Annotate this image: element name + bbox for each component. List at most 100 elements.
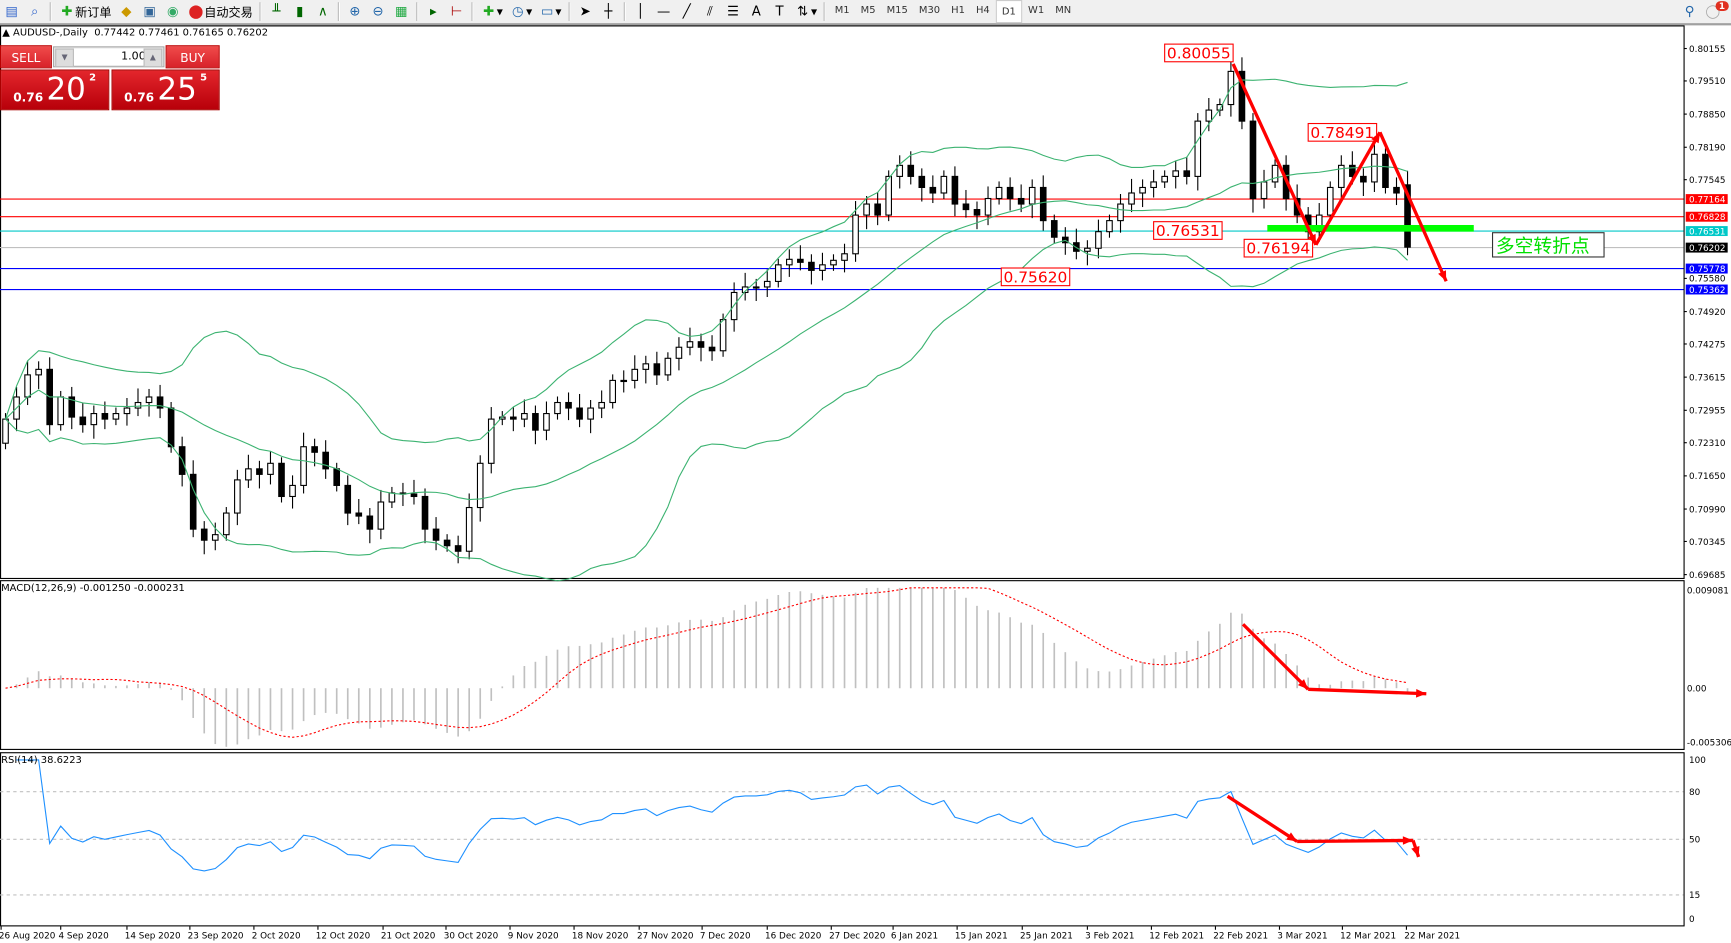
timeframe-m30[interactable]: M30 [918, 4, 941, 16]
timeframe-mn[interactable]: MN [1055, 4, 1072, 16]
metaeditor-icon[interactable]: ◆ [121, 3, 132, 19]
bear-candle [355, 512, 363, 517]
bar-chart-icon[interactable]: ╨ [272, 3, 281, 19]
buy-price-box[interactable]: 0.76 25 5 [111, 69, 220, 111]
price-level-tag [1685, 242, 1728, 253]
price-axis-label: 0.72310 [1689, 439, 1726, 449]
timeframe-m15[interactable]: M15 [886, 4, 908, 16]
new-chart-icon[interactable]: ▤ [5, 3, 18, 19]
date-axis-label: 3 Feb 2021 [1085, 932, 1134, 942]
price-axis-label: 0.72955 [1689, 407, 1725, 417]
bear-candle [1249, 120, 1257, 200]
terminal-icon[interactable]: ▣ [143, 3, 156, 19]
rsi-line [16, 759, 1408, 872]
bull-candle [1150, 181, 1157, 189]
auto-trading-button[interactable]: ⬤ 自动交易 [184, 1, 256, 22]
line-chart-icon[interactable]: ∧ [318, 3, 328, 19]
timeframe-h1[interactable]: H1 [951, 4, 965, 16]
autoscroll-icon[interactable]: ▸ [429, 3, 437, 19]
bull-candle [719, 319, 727, 352]
lot-input[interactable] [73, 48, 150, 66]
new-order-label: 新订单 [75, 4, 112, 20]
timeframe-d1[interactable]: D1 [995, 0, 1023, 24]
bear-candle [962, 203, 970, 211]
bull-candle [598, 401, 605, 409]
price-level-label: 0.75778 [1689, 265, 1725, 275]
cursor-icon[interactable]: ➤ [579, 3, 591, 19]
bull-candle [377, 501, 385, 530]
macd-axis-label: 0.009081 [1687, 586, 1729, 596]
bear-candle [79, 416, 87, 426]
macd-arrow-2 [1308, 687, 1427, 696]
sell-price-box[interactable]: 0.76 20 2 [0, 69, 110, 111]
trendline-icon[interactable]: ╱ [682, 3, 691, 19]
notifications-button[interactable]: ◯ 1 [1701, 1, 1729, 22]
lot-increase-button[interactable]: ▲ [143, 48, 163, 68]
price-axis-label: 0.78850 [1689, 110, 1726, 120]
bull-candle [819, 264, 826, 271]
bull-candle [885, 175, 892, 216]
date-axis-label: 12 Feb 2021 [1149, 932, 1204, 942]
vertical-line-icon[interactable]: │ [636, 3, 645, 19]
zoom-out-icon[interactable]: ⊖ [372, 3, 384, 19]
arrows-icon[interactable]: ⇅ ▾ [797, 3, 818, 19]
timeframe-h4[interactable]: H4 [975, 4, 990, 16]
lot-decrease-button[interactable]: ▼ [55, 48, 74, 68]
search-icon[interactable]: ⚲ [1684, 3, 1695, 19]
bull-candle [1117, 203, 1124, 222]
lot-stepper: ▼ ▲ [52, 46, 165, 68]
timeframe-w1[interactable]: W1 [1028, 4, 1045, 16]
text-label-icon[interactable]: T [775, 3, 784, 19]
buy-button[interactable]: BUY [165, 45, 220, 69]
new-order-button[interactable]: ✚ 新订单 [55, 1, 115, 22]
macd-arrow-2-head [1415, 689, 1427, 698]
bear-candle [256, 468, 263, 475]
rsi-arrow-2 [1297, 838, 1414, 844]
timeframe-m5[interactable]: M5 [860, 4, 876, 16]
bull-candle [222, 512, 230, 536]
bear-candle [443, 539, 451, 547]
bear-candle [532, 413, 539, 431]
text-icon[interactable]: A [751, 3, 761, 19]
date-axis-label: 2 Oct 2020 [252, 932, 301, 942]
signals-icon[interactable]: ◉ [166, 3, 179, 19]
bull-candle [1084, 247, 1091, 252]
crosshair-icon[interactable]: ┼ [604, 3, 613, 19]
bull-candle [995, 186, 1003, 200]
price-axis-label: 0.70990 [1689, 505, 1726, 515]
bear-candle [973, 209, 981, 216]
date-axis-label: 25 Jan 2021 [1020, 932, 1073, 942]
horizontal-line-icon[interactable]: — [656, 3, 671, 19]
timeframe-m1[interactable]: M1 [834, 4, 850, 16]
bull-candle [2, 418, 9, 444]
indicators-icon[interactable]: ✚ ▾ [482, 3, 503, 19]
fibonacci-icon[interactable]: ☰ [727, 3, 740, 19]
bear-candle [1050, 220, 1058, 238]
bull-candle [476, 462, 484, 509]
rsi-arrow-1 [1226, 794, 1299, 843]
macd-axis-label: 0.00 [1687, 685, 1707, 695]
bull-candle [57, 396, 65, 426]
bull-candle [863, 203, 870, 216]
tile-windows-icon[interactable]: ▦ [395, 3, 408, 19]
bear-candle [278, 462, 285, 498]
auto-trading-icon: ⬤ [188, 3, 204, 19]
bear-candle [1393, 186, 1400, 194]
sell-price-pip: 2 [89, 72, 97, 84]
candlestick-icon[interactable]: ▮ [296, 3, 304, 19]
zoom-chart-icon[interactable]: ⌕ [31, 3, 39, 19]
bull-candle [245, 468, 252, 481]
bull-candle [896, 164, 904, 177]
equidistant-channel-icon[interactable]: ⫽ [706, 3, 713, 19]
price-axis-label: 0.78190 [1689, 144, 1726, 154]
templates-icon[interactable]: ▭ ▾ [540, 3, 562, 19]
chart-shift-icon[interactable]: ⊢ [450, 3, 463, 19]
sell-button[interactable]: SELL [0, 45, 52, 69]
periods-icon[interactable]: ◷ ▾ [511, 3, 533, 19]
price-axis-label: 0.69685 [1689, 571, 1725, 581]
note-box [1491, 232, 1605, 258]
buy-price-prefix: 0.76 [124, 90, 155, 105]
zoom-in-icon[interactable]: ⊕ [349, 3, 361, 19]
